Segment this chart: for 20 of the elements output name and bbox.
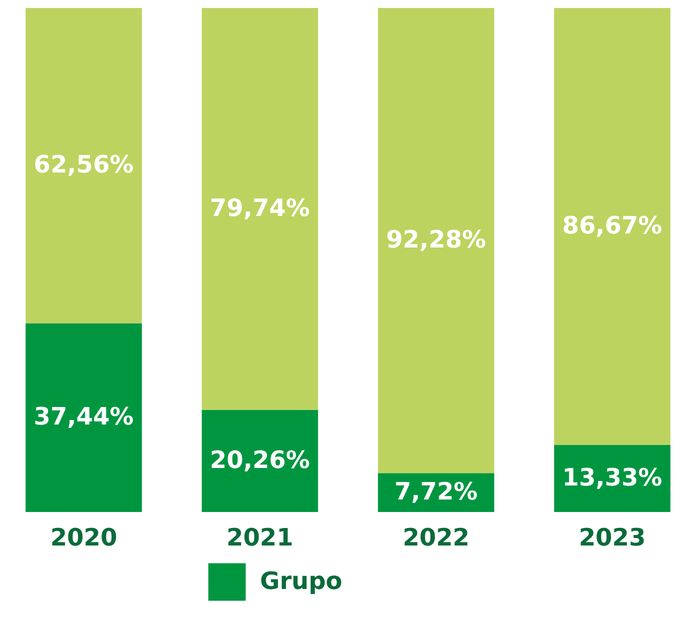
x-tick-label: 2021	[226, 524, 294, 552]
data-label: 37,44%	[34, 402, 134, 431]
data-label: 79,74%	[210, 194, 310, 222]
data-label: 13,33%	[562, 463, 662, 492]
x-tick-label: 2023	[578, 524, 646, 552]
bar	[26, 323, 142, 512]
data-label: 92,28%	[386, 226, 486, 254]
bar	[554, 444, 670, 512]
bar	[554, 8, 670, 445]
bar	[202, 8, 318, 410]
data-label: 86,67%	[562, 211, 662, 240]
bar	[202, 410, 318, 512]
bar	[378, 8, 494, 474]
bar	[26, 8, 142, 324]
x-tick-label: 2020	[50, 524, 118, 552]
legend-label: Grupo	[260, 567, 342, 595]
x-tick-label: 2022	[402, 524, 470, 552]
data-label: 62,56%	[34, 150, 134, 179]
data-label: 7,72%	[394, 478, 478, 506]
data-label: 20,26%	[210, 446, 310, 474]
